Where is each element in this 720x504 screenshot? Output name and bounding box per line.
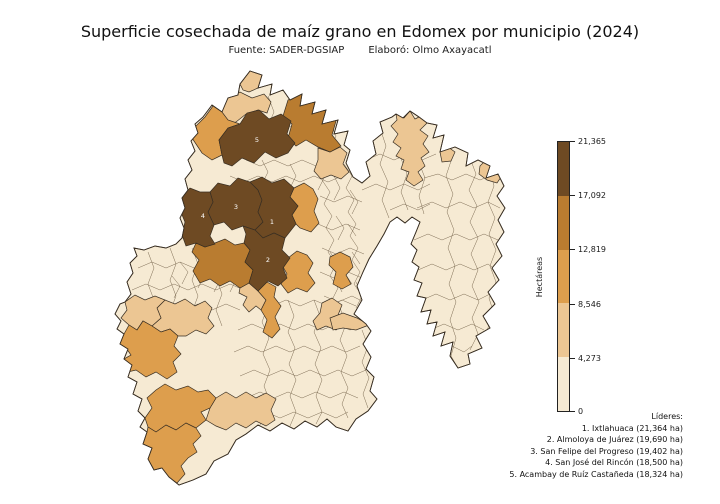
colorbar-segment-3: [558, 249, 569, 304]
colorbar-tick-label: 21,365: [578, 137, 606, 146]
leader-item: 5. Acambay de Ruíz Castañeda (18,324 ha): [509, 469, 683, 479]
municipality-ixtlahuaca: [249, 176, 299, 239]
colorbar: [557, 141, 570, 412]
colorbar-tick-label: 12,819: [578, 245, 606, 254]
municipality-orange-metro: [328, 251, 354, 290]
leader-number-label: 2: [266, 256, 270, 264]
colorbar-tickmark: [570, 141, 575, 142]
leader-rank-labels: 1 2 3 4 5: [201, 136, 274, 264]
municipality-tan-sultepec: [205, 391, 277, 431]
municipality-tan-metro-strip: [329, 312, 370, 331]
colorbar-tickmark: [570, 358, 575, 359]
colored-municipalities: [116, 71, 504, 484]
colorbar-tick-label: 0: [578, 407, 584, 416]
colorbar-segment-5: [558, 142, 569, 196]
municipality-san-jose-del-rincon: [179, 187, 216, 248]
municipality-tejupilco: [116, 320, 182, 380]
colorbar-segment-4: [558, 195, 569, 250]
colorbar-tick-label: 4,273: [578, 354, 601, 363]
leader-item: 2. Almoloya de Juárez (19,690 ha): [546, 435, 683, 445]
municipality-tan-temascaltepec: [151, 298, 215, 337]
municipality-almoloya-de-juarez: [242, 225, 291, 292]
colorbar-tickmark: [570, 304, 575, 305]
leaders-list: Líderes: 1. Ixtlahuaca (21,364 ha) 2. Al…: [509, 411, 683, 481]
leader-number-label: 5: [255, 136, 259, 144]
colorbar-tickmark: [570, 249, 575, 250]
colorbar-axis-label: Hectáreas: [535, 256, 544, 298]
source-label: Fuente: SADER-DGSIAP: [228, 45, 345, 56]
page-title: Superficie cosechada de maíz grano en Ed…: [80, 22, 640, 41]
leaders-heading: Líderes:: [651, 412, 683, 421]
colorbar-segment-1: [558, 357, 569, 411]
state-border: [114, 70, 506, 486]
subtitle: Fuente: SADER-DGSIAP Elaboró: Olmo Axaya…: [0, 45, 720, 56]
colorbar-tick-label: 17,092: [578, 191, 606, 200]
author-label: Elaboró: Olmo Axayacatl: [368, 45, 492, 56]
colorbar-segment-2: [558, 303, 569, 358]
leader-number-label: 3: [234, 203, 238, 211]
colorbar-tickmark: [570, 195, 575, 196]
colorbar-tick-label: 8,546: [578, 300, 601, 309]
municipality-villa-victoria: [191, 238, 254, 289]
leader-item: 4. San José del Rincón (18,500 ha): [545, 458, 683, 468]
municipality-temoaya: [280, 250, 316, 294]
municipality-orange-south-strip: [257, 281, 282, 339]
colorbar-tickmark: [570, 411, 575, 412]
leader-item: 3. San Felipe del Progreso (19,402 ha): [530, 446, 683, 456]
leader-item: 1. Ixtlahuaca (21,364 ha): [581, 423, 683, 433]
municipality-acambay: [218, 109, 296, 167]
leader-number-label: 4: [201, 212, 205, 220]
leader-number-label: 1: [270, 218, 274, 226]
municipality-tan-west-bulge: [120, 294, 166, 331]
